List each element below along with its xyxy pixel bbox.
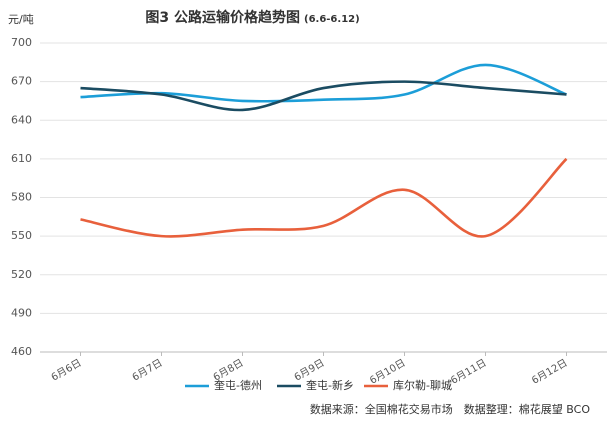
x-tick-label: 6月12日 [530,357,570,387]
x-tick-label: 6月7日 [130,357,164,384]
series-line [80,157,568,238]
legend-label: 库尔勒-聊城 [393,378,452,392]
x-tick-label: 6月6日 [49,357,83,384]
series-line [80,63,567,103]
y-tick-label: 550 [11,229,32,242]
y-tick-label: 640 [11,113,32,126]
series-line [80,80,567,112]
y-tick-label: 700 [11,36,32,49]
y-axis-label: 元/吨 [8,13,34,26]
y-tick-label: 490 [11,306,32,319]
legend-label: 奎屯-新乡 [306,378,354,392]
y-tick-label: 670 [11,75,32,88]
chart-title: 图3 公路运输价格趋势图 [145,9,300,26]
source-note: 数据来源：全国棉花交易市场 数据整理：棉花展望 BCO [310,402,591,416]
x-tick-label: 6月11日 [449,357,489,387]
y-tick-label: 520 [11,268,32,281]
y-tick-label: 580 [11,191,32,204]
chart-subtitle: (6.6-6.12) [304,14,360,25]
y-tick-label: 610 [11,152,32,165]
legend-label: 奎屯-德州 [214,378,262,392]
y-tick-label: 460 [11,345,32,358]
